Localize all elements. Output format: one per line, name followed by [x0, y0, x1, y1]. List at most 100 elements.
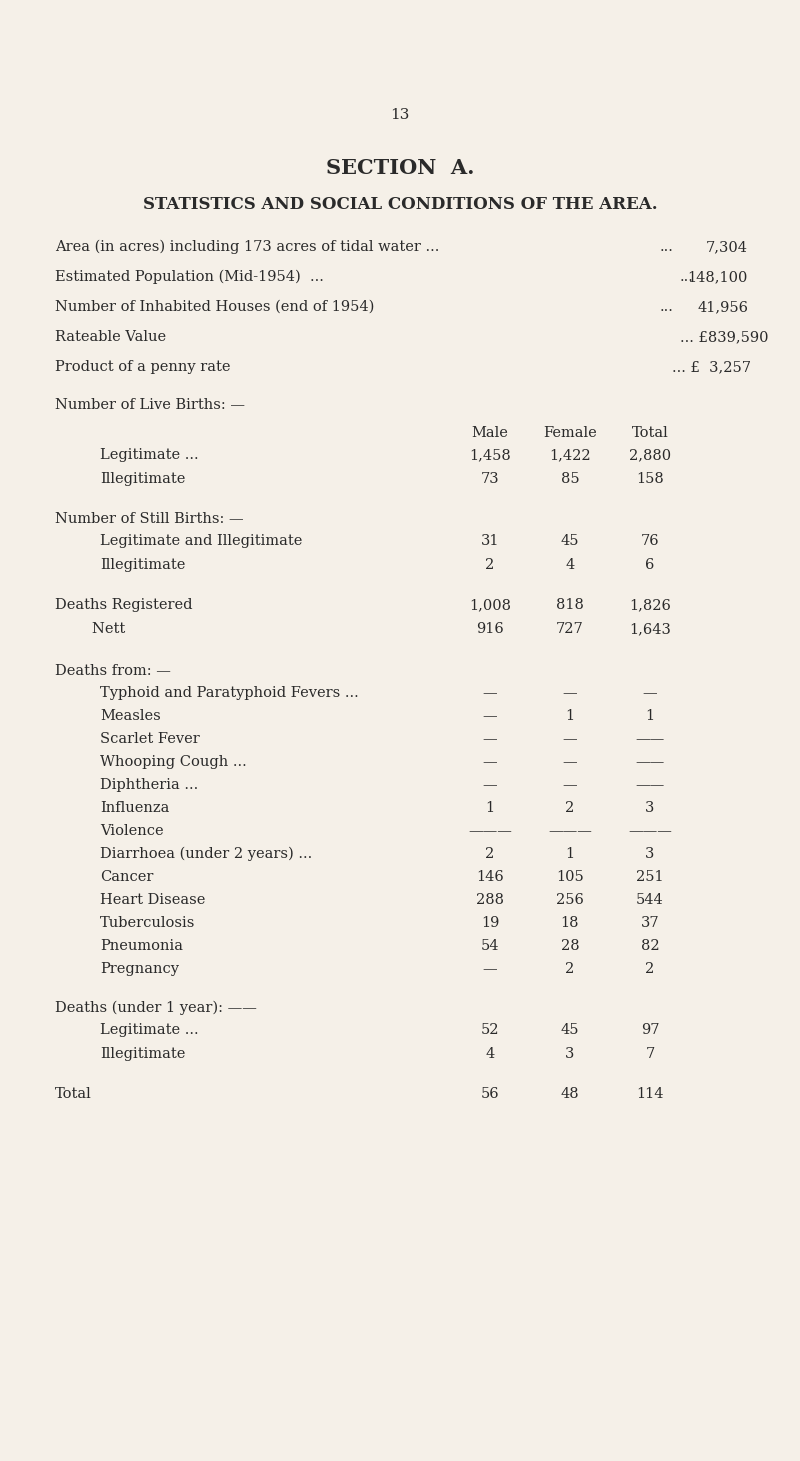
Text: 31: 31 [481, 535, 499, 548]
Text: 916: 916 [476, 622, 504, 636]
Text: Deaths (under 1 year): ——: Deaths (under 1 year): —— [55, 1001, 257, 1015]
Text: Illegitimate: Illegitimate [100, 472, 186, 487]
Text: 37: 37 [641, 916, 659, 931]
Text: Total: Total [55, 1087, 92, 1102]
Text: 256: 256 [556, 893, 584, 907]
Text: ———: ——— [468, 824, 512, 839]
Text: —: — [562, 779, 578, 792]
Text: 82: 82 [641, 939, 659, 953]
Text: Estimated Population (Mid-1954)  ...: Estimated Population (Mid-1954) ... [55, 270, 324, 285]
Text: Illegitimate: Illegitimate [100, 1048, 186, 1061]
Text: 7,304: 7,304 [706, 240, 748, 254]
Text: Heart Disease: Heart Disease [100, 893, 206, 907]
Text: 727: 727 [556, 622, 584, 636]
Text: Cancer: Cancer [100, 869, 154, 884]
Text: STATISTICS AND SOCIAL CONDITIONS OF THE AREA.: STATISTICS AND SOCIAL CONDITIONS OF THE … [142, 196, 658, 213]
Text: 2: 2 [486, 847, 494, 861]
Text: 1,826: 1,826 [629, 598, 671, 612]
Text: —: — [482, 732, 498, 747]
Text: Deaths Registered: Deaths Registered [55, 598, 193, 612]
Text: ———: ——— [548, 824, 592, 839]
Text: 48: 48 [561, 1087, 579, 1102]
Text: —: — [642, 687, 658, 700]
Text: SECTION  A.: SECTION A. [326, 158, 474, 178]
Text: 97: 97 [641, 1023, 659, 1037]
Text: 2: 2 [566, 961, 574, 976]
Text: —: — [562, 687, 578, 700]
Text: ——: —— [635, 755, 665, 768]
Text: Measles: Measles [100, 709, 161, 723]
Text: 4: 4 [566, 558, 574, 573]
Text: Violence: Violence [100, 824, 164, 839]
Text: 45: 45 [561, 535, 579, 548]
Text: Male: Male [471, 427, 509, 440]
Text: Number of Live Births: —: Number of Live Births: — [55, 397, 245, 412]
Text: 148,100: 148,100 [688, 270, 748, 283]
Text: 13: 13 [390, 108, 410, 123]
Text: 2: 2 [646, 961, 654, 976]
Text: 114: 114 [636, 1087, 664, 1102]
Text: 52: 52 [481, 1023, 499, 1037]
Text: Tuberculosis: Tuberculosis [100, 916, 195, 931]
Text: 6: 6 [646, 558, 654, 573]
Text: 3: 3 [566, 1048, 574, 1061]
Text: —: — [482, 961, 498, 976]
Text: Nett: Nett [55, 622, 126, 636]
Text: 54: 54 [481, 939, 499, 953]
Text: 146: 146 [476, 869, 504, 884]
Text: 158: 158 [636, 472, 664, 487]
Text: Product of a penny rate: Product of a penny rate [55, 359, 230, 374]
Text: Female: Female [543, 427, 597, 440]
Text: 1,643: 1,643 [629, 622, 671, 636]
Text: 4: 4 [486, 1048, 494, 1061]
Text: Diphtheria ...: Diphtheria ... [100, 779, 198, 792]
Text: Area (in acres) including 173 acres of tidal water ...: Area (in acres) including 173 acres of t… [55, 240, 439, 254]
Text: 73: 73 [481, 472, 499, 487]
Text: Diarrhoea (under 2 years) ...: Diarrhoea (under 2 years) ... [100, 847, 312, 862]
Text: 3: 3 [646, 847, 654, 861]
Text: 105: 105 [556, 869, 584, 884]
Text: —: — [482, 779, 498, 792]
Text: Number of Still Births: —: Number of Still Births: — [55, 511, 244, 526]
Text: Influenza: Influenza [100, 801, 170, 815]
Text: 28: 28 [561, 939, 579, 953]
Text: ——: —— [635, 779, 665, 792]
Text: —: — [562, 755, 578, 768]
Text: Legitimate ...: Legitimate ... [100, 449, 198, 462]
Text: 3: 3 [646, 801, 654, 815]
Text: Typhoid and Paratyphoid Fevers ...: Typhoid and Paratyphoid Fevers ... [100, 687, 358, 700]
Text: ...: ... [680, 270, 694, 283]
Text: 1,008: 1,008 [469, 598, 511, 612]
Text: ———: ——— [628, 824, 672, 839]
Text: 41,956: 41,956 [697, 300, 748, 314]
Text: Pneumonia: Pneumonia [100, 939, 183, 953]
Text: Deaths from: —: Deaths from: — [55, 663, 171, 678]
Text: 288: 288 [476, 893, 504, 907]
Text: 544: 544 [636, 893, 664, 907]
Text: Legitimate and Illegitimate: Legitimate and Illegitimate [100, 535, 302, 548]
Text: Total: Total [632, 427, 668, 440]
Text: 1: 1 [646, 709, 654, 723]
Text: 56: 56 [481, 1087, 499, 1102]
Text: 2,880: 2,880 [629, 449, 671, 462]
Text: 2: 2 [566, 801, 574, 815]
Text: Scarlet Fever: Scarlet Fever [100, 732, 200, 747]
Text: —: — [482, 755, 498, 768]
Text: 1: 1 [486, 801, 494, 815]
Text: 1: 1 [566, 709, 574, 723]
Text: 18: 18 [561, 916, 579, 931]
Text: —: — [482, 709, 498, 723]
Text: Legitimate ...: Legitimate ... [100, 1023, 198, 1037]
Text: 85: 85 [561, 472, 579, 487]
Text: —: — [482, 687, 498, 700]
Text: 76: 76 [641, 535, 659, 548]
Text: 818: 818 [556, 598, 584, 612]
Text: 7: 7 [646, 1048, 654, 1061]
Text: Number of Inhabited Houses (end of 1954): Number of Inhabited Houses (end of 1954) [55, 300, 374, 314]
Text: ... £  3,257: ... £ 3,257 [672, 359, 751, 374]
Text: Whooping Cough ...: Whooping Cough ... [100, 755, 246, 768]
Text: ...: ... [660, 240, 674, 254]
Text: 2: 2 [486, 558, 494, 573]
Text: Pregnancy: Pregnancy [100, 961, 179, 976]
Text: 45: 45 [561, 1023, 579, 1037]
